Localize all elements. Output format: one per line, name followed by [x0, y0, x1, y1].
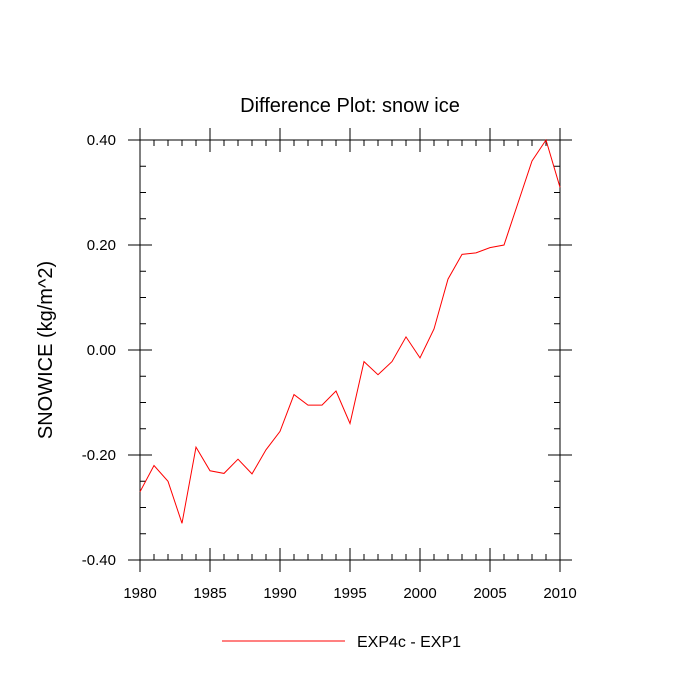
x-tick-label: 1985: [193, 585, 226, 602]
x-tick-label: 1980: [123, 585, 156, 602]
plot-frame: [139, 139, 561, 561]
y-axis-label: SNOWICE (kg/m^2): [35, 261, 57, 439]
x-tick-label: 2010: [543, 585, 576, 602]
y-tick-label: 0.20: [87, 237, 116, 254]
y-tick-label: -0.40: [82, 552, 116, 569]
x-tick-label: 1995: [333, 585, 366, 602]
y-tick-label: -0.20: [82, 447, 116, 464]
y-tick-label: 0.00: [87, 342, 116, 359]
chart-title: Difference Plot: snow ice: [240, 95, 460, 117]
y-tick-label: 0.40: [87, 132, 116, 149]
x-tick-label: 2000: [403, 585, 436, 602]
series-line: [139, 138, 561, 524]
legend-label: EXP4c - EXP1: [357, 634, 461, 651]
plot-area: 1980 1985 1990 1995 2000 2005 2010 -0.40 -0.20 0.…: [82, 128, 577, 602]
x-tick-label: 2005: [473, 585, 506, 602]
legend: EXP4c - EXP1: [222, 634, 461, 651]
x-tick-label: 1990: [263, 585, 296, 602]
